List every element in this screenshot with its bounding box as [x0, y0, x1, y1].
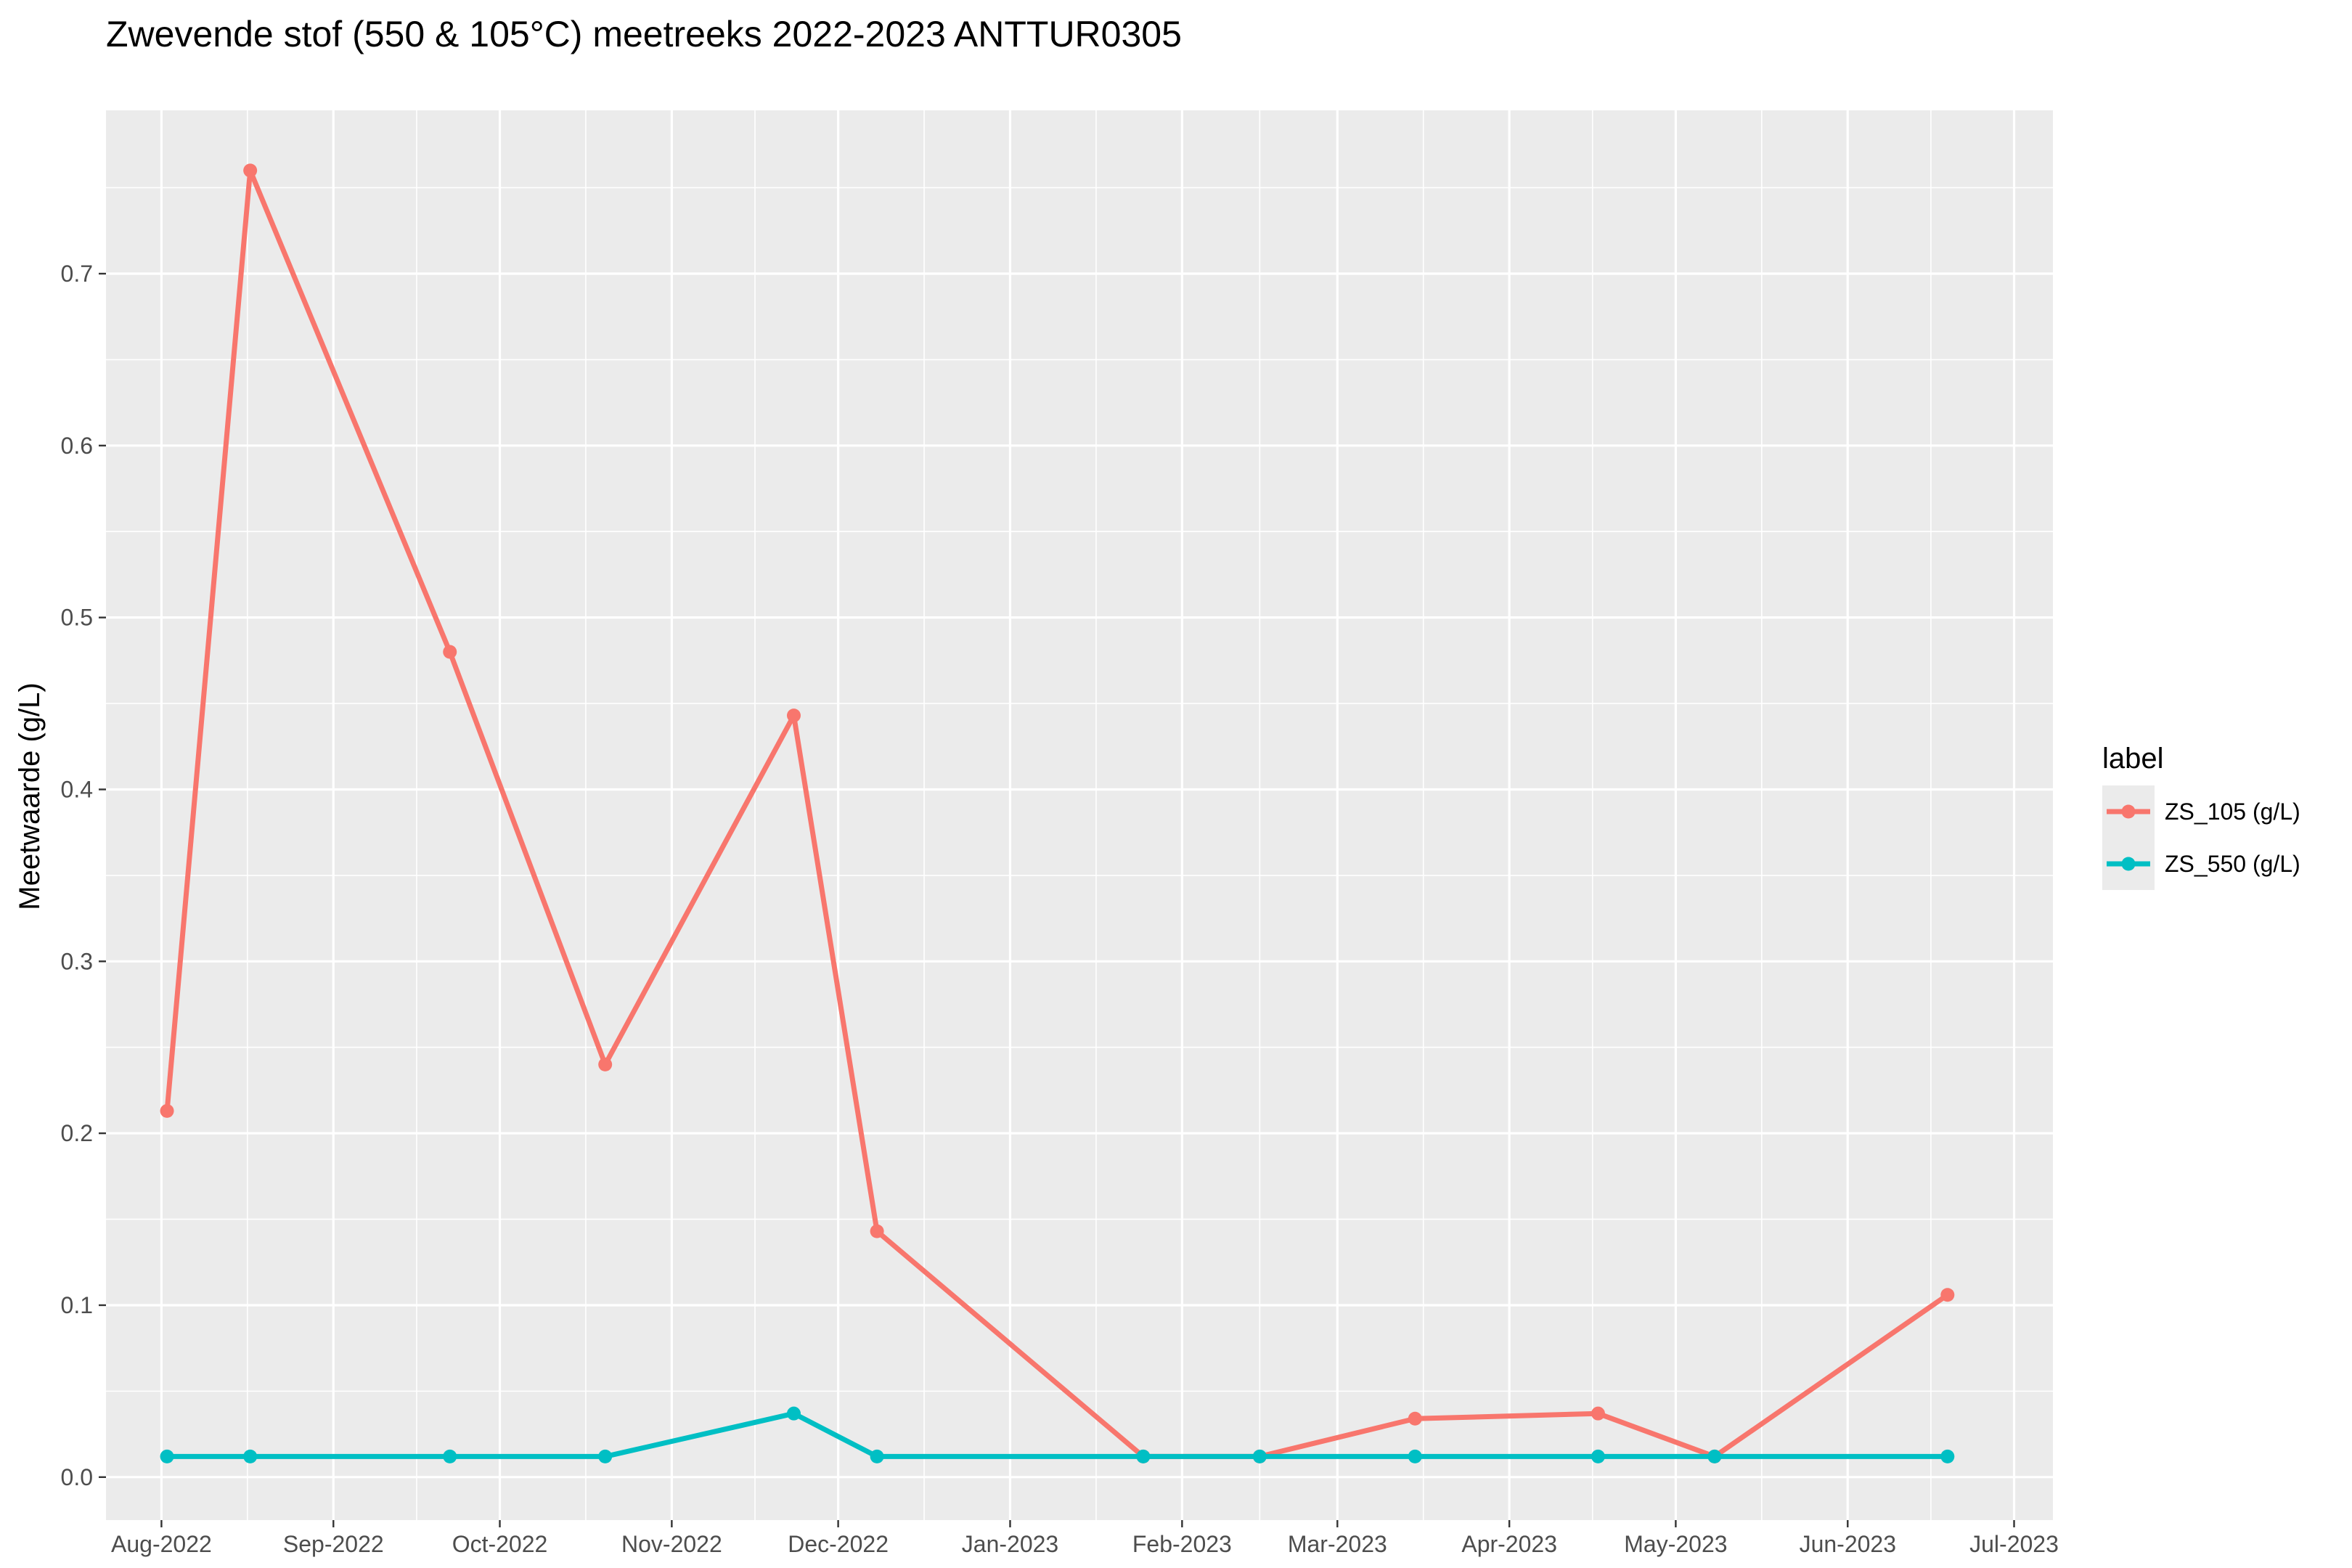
data-point	[598, 1449, 613, 1463]
series-line	[167, 1410, 1948, 1459]
x-tick-label: Jan-2023	[962, 1531, 1058, 1557]
legend: label ZS_105 (g/L) ZS_550 (g/L)	[2102, 743, 2300, 890]
data-point	[243, 163, 258, 178]
x-tick-label: Mar-2023	[1288, 1531, 1387, 1557]
x-axis: Aug-2022 Sep-2022 Oct-2022 Nov-2022 Dec-2022…	[111, 1520, 2059, 1557]
data-point	[160, 1103, 174, 1118]
series-line	[164, 168, 1949, 1459]
data-point	[1408, 1449, 1422, 1463]
data-point	[1136, 1449, 1151, 1463]
x-tick-label: Jun-2023	[1800, 1531, 1896, 1557]
legend-label: ZS_105 (g/L)	[2165, 799, 2300, 825]
x-tick-label: May-2023	[1624, 1531, 1727, 1557]
y-tick-label: 0.7	[61, 261, 93, 287]
plot-background	[106, 110, 2053, 1520]
data-point	[1408, 1411, 1422, 1426]
data-point	[1707, 1449, 1722, 1463]
data-point	[443, 1449, 457, 1463]
y-tick-label: 0.5	[61, 605, 93, 631]
y-tick-label: 0.6	[61, 433, 93, 459]
data-point	[243, 1449, 258, 1463]
x-tick-label: Aug-2022	[111, 1531, 212, 1557]
y-axis-title: Meetwaarde (g/L)	[14, 682, 46, 910]
y-tick-label: 0.3	[61, 948, 93, 974]
y-tick-label: 0.2	[61, 1120, 93, 1146]
chart-title: Zwevende stof (550 & 105°C) meetreeks 20…	[106, 14, 1182, 54]
data-point	[786, 709, 801, 723]
data-point	[870, 1449, 884, 1463]
data-point	[1940, 1449, 1955, 1463]
y-axis: 0.0 0.1 0.2 0.3 0.4 0.5 0.6 0.7	[61, 261, 106, 1490]
data-point	[786, 1406, 801, 1421]
legend-title: label	[2102, 743, 2164, 775]
x-tick-label: Jul-2023	[1969, 1531, 2059, 1557]
x-tick-label: Dec-2022	[788, 1531, 889, 1557]
x-tick-label: Apr-2023	[1461, 1531, 1557, 1557]
y-tick-label: 0.0	[61, 1464, 93, 1490]
data-point	[1591, 1406, 1605, 1421]
data-point	[1252, 1449, 1267, 1463]
x-tick-label: Oct-2022	[452, 1531, 548, 1557]
y-tick-label: 0.1	[61, 1292, 93, 1318]
x-tick-label: Nov-2022	[621, 1531, 722, 1557]
plot-panel	[106, 110, 2053, 1520]
data-point	[1940, 1288, 1955, 1302]
data-point	[443, 645, 457, 659]
series-2	[160, 1406, 1955, 1463]
legend-key-point	[2121, 804, 2136, 819]
data-point	[870, 1224, 884, 1238]
y-tick-label: 0.4	[61, 776, 93, 802]
x-tick-label: Sep-2022	[283, 1531, 384, 1557]
data-point	[160, 1449, 174, 1463]
legend-key-point	[2121, 857, 2136, 871]
legend-label: ZS_550 (g/L)	[2165, 851, 2300, 877]
series-layer	[160, 163, 1955, 1463]
data-point	[1591, 1449, 1605, 1463]
data-point	[598, 1057, 613, 1071]
x-tick-label: Feb-2023	[1132, 1531, 1232, 1557]
